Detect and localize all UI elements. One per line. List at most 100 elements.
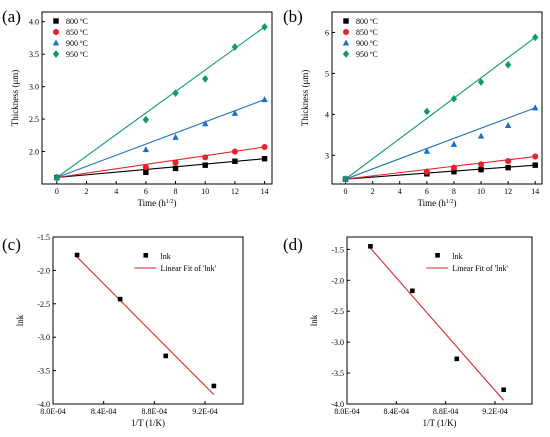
data-point bbox=[163, 353, 169, 359]
series-line bbox=[345, 36, 536, 180]
data-point bbox=[477, 78, 485, 86]
legend-entry: 850 ºC bbox=[356, 28, 378, 37]
data-point bbox=[368, 243, 373, 249]
data-point bbox=[423, 168, 430, 175]
y-axis-label: Thickness (μm) bbox=[10, 70, 20, 127]
legend: lnk Linear Fit of 'lnk' bbox=[426, 252, 508, 273]
data-point bbox=[202, 162, 208, 168]
series-1 bbox=[54, 155, 268, 181]
data-point bbox=[410, 288, 415, 294]
panel-label: (a) bbox=[2, 7, 21, 26]
data-point bbox=[117, 296, 123, 302]
data-point bbox=[342, 175, 349, 183]
panel-label: (c) bbox=[2, 235, 21, 254]
data-point bbox=[450, 140, 458, 147]
data-point bbox=[532, 104, 539, 111]
plot-frame bbox=[52, 236, 244, 405]
legend: lnk Linear Fit of 'lnk' bbox=[134, 252, 217, 273]
x-tick-label: 2 bbox=[85, 187, 89, 196]
y-tick-label: 2.0 bbox=[29, 148, 39, 157]
y-tick-label: -4.0 bbox=[331, 400, 344, 409]
y-tick-label: 5 bbox=[325, 69, 329, 78]
data-point bbox=[143, 169, 149, 176]
series-line bbox=[56, 99, 265, 179]
y-tick-label: 4.0 bbox=[29, 18, 39, 27]
legend-entry: Linear Fit of 'lnk' bbox=[161, 264, 217, 273]
x-tick-label: 0 bbox=[55, 187, 59, 196]
data-point bbox=[142, 164, 149, 171]
data-point bbox=[231, 43, 239, 51]
series-4 bbox=[53, 23, 268, 182]
data-point bbox=[450, 94, 458, 103]
x-axis-label-sup: 1/2 bbox=[166, 199, 174, 205]
data-point bbox=[231, 148, 238, 155]
panel-label: (d) bbox=[283, 235, 303, 254]
data-point bbox=[505, 158, 512, 165]
data-point bbox=[477, 132, 485, 139]
panel-label: (b) bbox=[283, 7, 303, 26]
data-point bbox=[231, 109, 239, 116]
legend-marker bbox=[52, 39, 60, 46]
y-tick-label: 3.0 bbox=[29, 83, 39, 92]
chart-panel-1: (a) 0 2 4 6 8 10 12 14 2.0 2.5 3.0 3.5 4.0 Time (h1/2)… bbox=[2, 7, 273, 208]
y-tick-label: -3.0 bbox=[331, 338, 344, 347]
data-point bbox=[261, 143, 268, 151]
data-point bbox=[504, 121, 512, 128]
data-point bbox=[53, 173, 61, 182]
data-point bbox=[504, 60, 512, 69]
y-tick-label: -2.5 bbox=[331, 307, 344, 316]
x-tick-label: 8 bbox=[174, 187, 178, 196]
x-axis-label: Time (h1/2) bbox=[417, 198, 456, 208]
legend-marker bbox=[53, 18, 59, 24]
legend-entry: 800 ºC bbox=[356, 17, 378, 26]
y-tick-label: -2.0 bbox=[331, 276, 344, 285]
data-point bbox=[172, 89, 179, 97]
x-axis-label-end: ) bbox=[454, 198, 457, 208]
y-tick-label: 2.5 bbox=[29, 115, 39, 124]
x-tick-label: 8.8E-04 bbox=[433, 407, 459, 416]
x-tick-label: 8.8E-04 bbox=[142, 407, 168, 416]
y-axis-label: Thickness (μm) bbox=[300, 70, 310, 127]
y-tick-label: -2.0 bbox=[37, 266, 50, 275]
series-line bbox=[56, 158, 265, 179]
data-point bbox=[505, 164, 511, 171]
x-axis-label-end: ) bbox=[174, 198, 177, 208]
legend-marker bbox=[342, 39, 350, 46]
x-tick-label: 8 bbox=[452, 187, 456, 196]
y-tick-label: -3.0 bbox=[37, 333, 50, 342]
data-point bbox=[172, 133, 179, 140]
legend-marker bbox=[342, 28, 350, 36]
x-tick-label: 14 bbox=[261, 187, 269, 196]
x-axis-label: 1/T (1/K) bbox=[131, 418, 165, 428]
series-line bbox=[56, 146, 265, 179]
x-tick-label: 9.2E-04 bbox=[482, 407, 508, 416]
y-tick-label: -1.5 bbox=[331, 245, 344, 254]
data-point bbox=[261, 23, 268, 31]
x-tick-label: 6 bbox=[425, 187, 429, 196]
x-axis-label: 1/T (1/K) bbox=[422, 418, 456, 428]
data-point bbox=[450, 164, 457, 171]
y-axis-label: lnk bbox=[309, 314, 319, 326]
x-tick-label: 4 bbox=[398, 187, 402, 196]
data-point bbox=[211, 383, 217, 389]
data-point bbox=[142, 115, 150, 124]
data-point bbox=[172, 165, 179, 172]
data-point bbox=[532, 153, 539, 160]
data-point bbox=[202, 154, 209, 161]
x-axis-label: Time (h1/2) bbox=[137, 198, 176, 208]
legend-entry: 900 ºC bbox=[66, 39, 88, 48]
fit-line bbox=[76, 256, 215, 396]
series-line bbox=[345, 107, 536, 180]
chart-panel-2: (b) 0 2 4 6 8 10 12 14 3 4 5 6 Time (h1/2) Thickness (… bbox=[283, 7, 543, 208]
legend-marker bbox=[52, 28, 60, 36]
series-4 bbox=[342, 33, 539, 183]
x-tick-label: 2 bbox=[371, 187, 375, 196]
chart-panel-4: (d) 8.0E-04 8.4E-04 8.8E-04 9.2E-04 -4.0 -3.5 -… bbox=[283, 235, 533, 428]
plot-frame bbox=[331, 11, 543, 185]
x-tick-label: 4 bbox=[114, 187, 118, 196]
legend-marker bbox=[52, 50, 60, 58]
y-tick-label: -2.5 bbox=[37, 300, 50, 309]
series-3 bbox=[53, 96, 268, 181]
x-tick-label: 14 bbox=[531, 187, 539, 196]
